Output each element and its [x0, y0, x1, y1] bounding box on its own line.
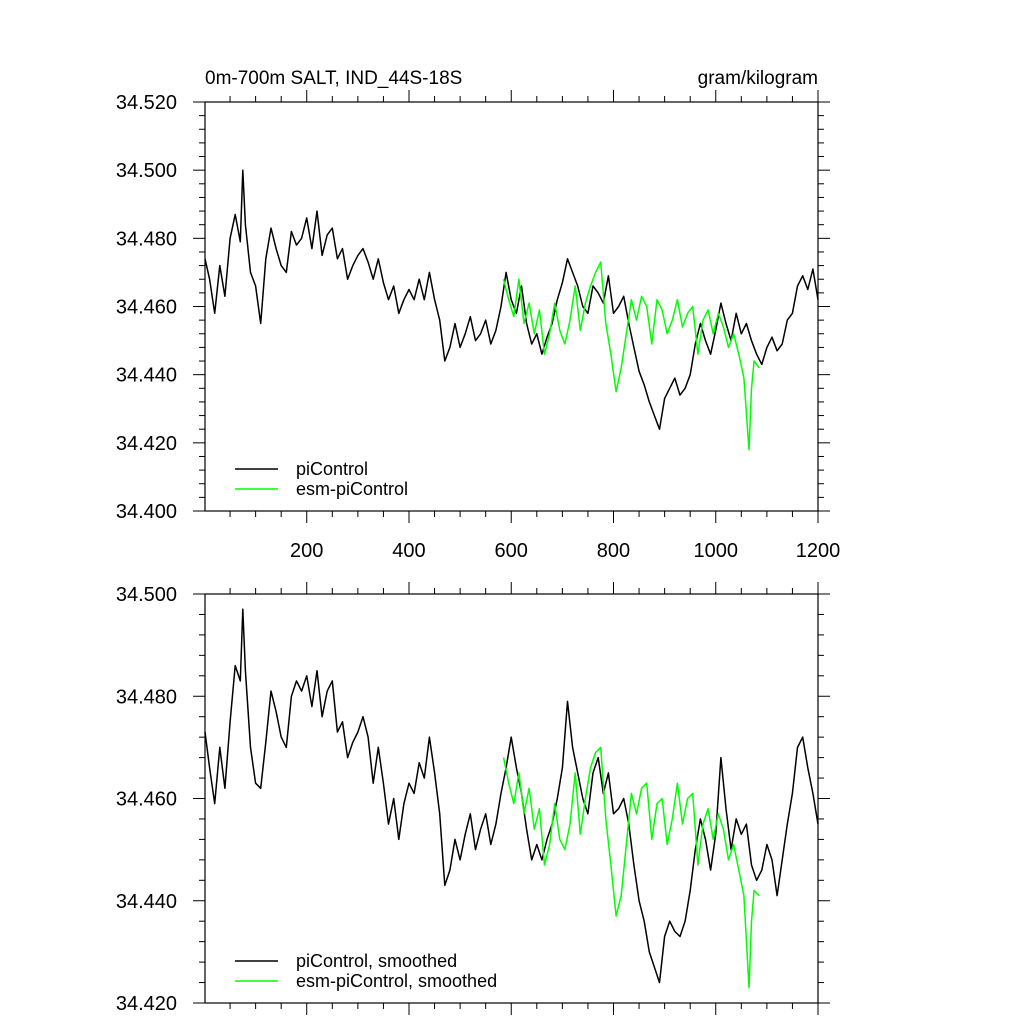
series-line-picontrol	[204, 169, 819, 430]
x-tick-label: 600	[495, 540, 528, 562]
x-tick-label: 800	[597, 540, 630, 562]
legend-label: esm-piControl	[296, 479, 408, 499]
bottom-panel: 34.420 34.440 34.460 34.480 34.500 piControl,…	[116, 582, 830, 1015]
series-line-esm-picontrol	[502, 261, 760, 451]
y-tick-label: 34.400	[116, 501, 177, 523]
legend-label: piControl, smoothed	[296, 951, 457, 971]
y-tick-label: 34.420	[116, 433, 177, 455]
y-tick-label: 34.420	[116, 993, 177, 1015]
chart-title: 0m-700m SALT, IND_44S-18S	[205, 68, 462, 89]
top-panel: 0m-700m SALT, IND_44S-18S gram/kilogram 20…	[116, 68, 840, 562]
y-tick-label: 34.520	[116, 92, 177, 114]
plot-frame	[204, 593, 819, 1004]
series-line-esm-picontrol-smoothed	[502, 746, 760, 989]
x-tick-label: 1200	[796, 540, 841, 562]
y-tick-label: 34.480	[116, 686, 177, 708]
y-tick-label: 34.440	[116, 891, 177, 913]
x-tick-label: 1000	[693, 540, 738, 562]
y-tick-label: 34.460	[116, 789, 177, 811]
units-label: gram/kilogram	[698, 68, 818, 89]
y-tick-label: 34.440	[116, 365, 177, 387]
y-tick-label: 34.460	[116, 297, 177, 319]
y-tick-label: 34.500	[116, 584, 177, 606]
y-tick-label: 34.500	[116, 160, 177, 182]
y-tick-label: 34.480	[116, 228, 177, 250]
x-tick-label: 200	[290, 540, 323, 562]
series-line-picontrol-smoothed	[204, 608, 819, 984]
legend-label: piControl	[296, 459, 368, 479]
legend-label: esm-piControl, smoothed	[296, 971, 497, 991]
x-tick-label: 400	[392, 540, 425, 562]
